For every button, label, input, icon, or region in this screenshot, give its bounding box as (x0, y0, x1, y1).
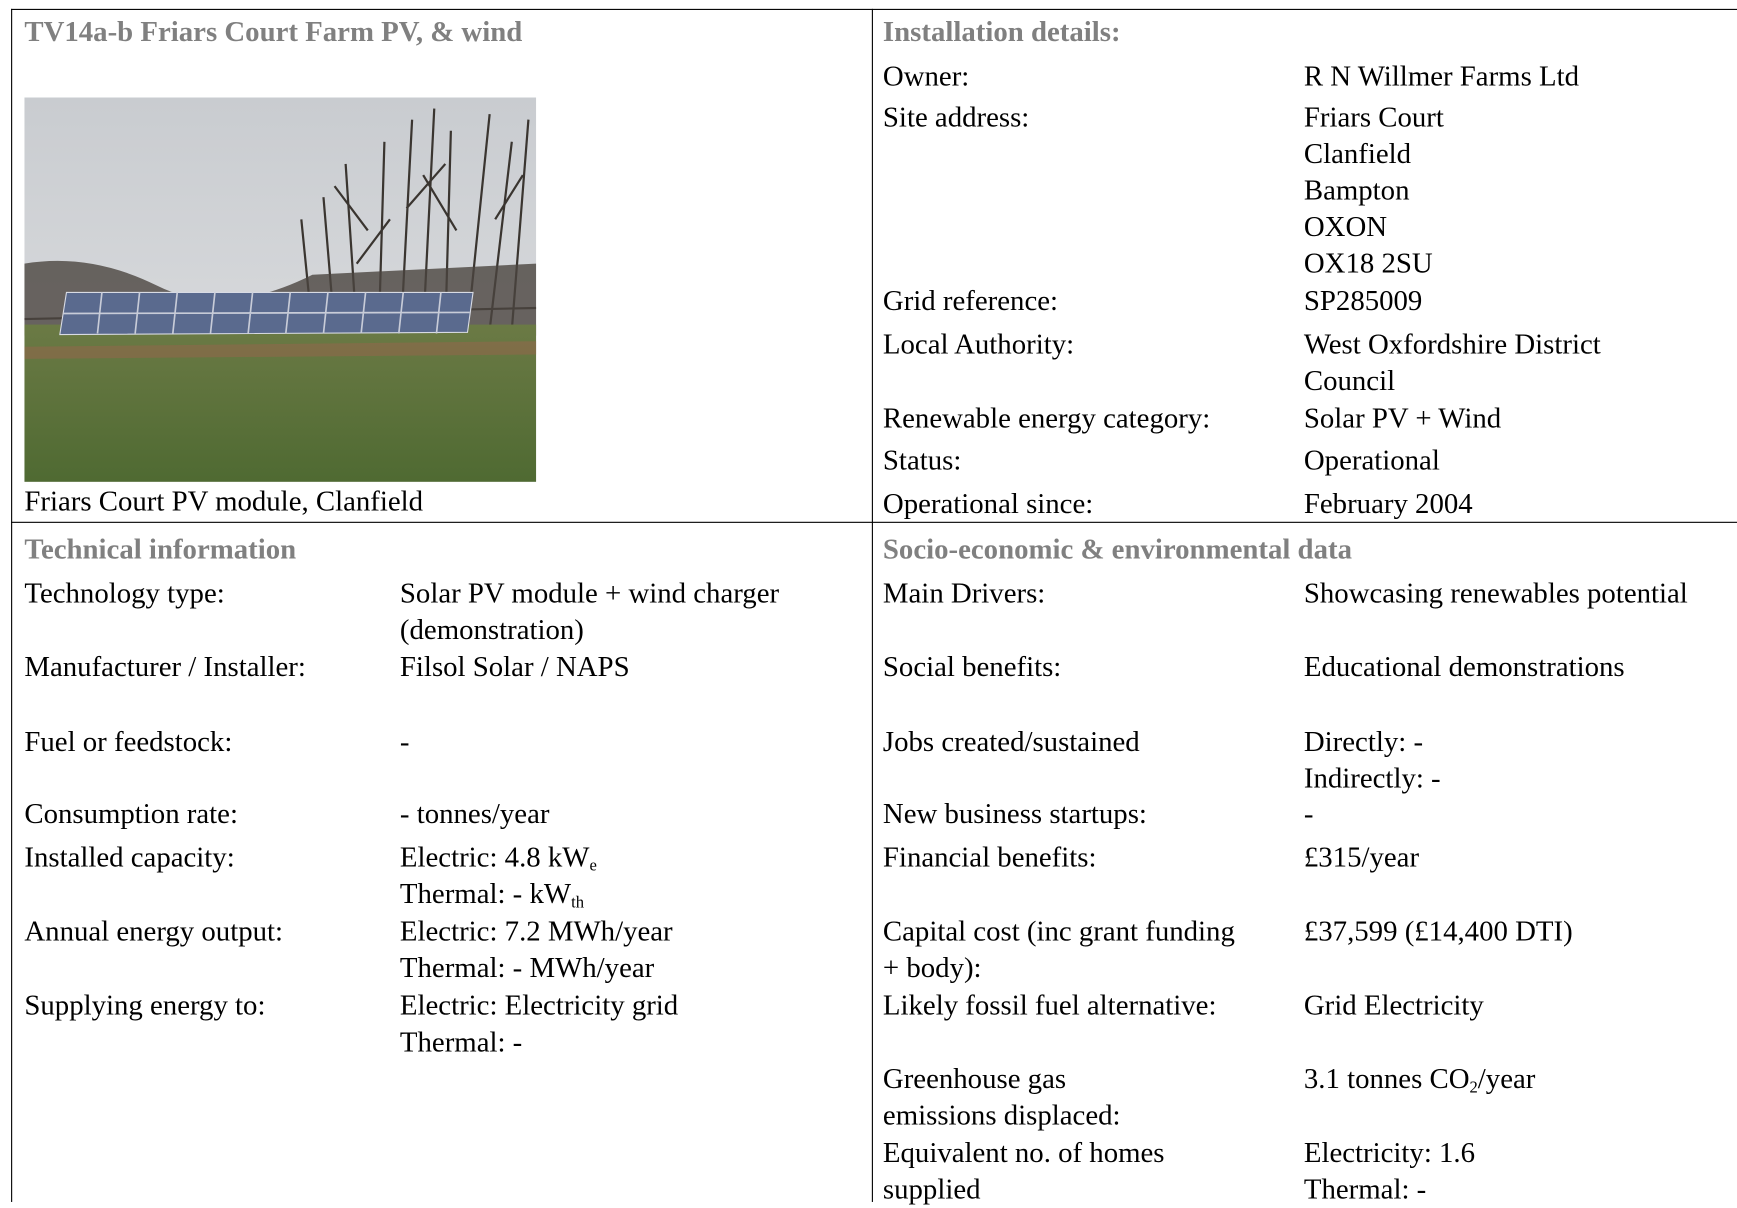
field-label: Owner: (882, 59, 970, 92)
field-value: Thermal: - (1303, 1173, 1427, 1206)
field-label: + body): (882, 951, 982, 984)
field-value: Council (1303, 364, 1396, 397)
field-value: £315/year (1303, 840, 1420, 873)
field-value: £37,599 (£14,400 DTI) (1303, 915, 1573, 948)
field-label: Grid reference: (882, 284, 1059, 317)
field-label: Likely fossil fuel alternative: (882, 989, 1217, 1022)
photo-caption: Friars Court PV module, Clanfield (24, 485, 424, 518)
field-value: Indirectly: - (1303, 762, 1441, 795)
field-label: Jobs created/sustained (882, 725, 1140, 758)
border (11, 8, 13, 1202)
field-label: Greenhouse gas (882, 1062, 1067, 1095)
field-label: New business startups: (882, 797, 1147, 830)
field-label: Capital cost (inc grant funding (882, 915, 1235, 948)
field-label: Operational since: (882, 487, 1094, 520)
field-label: Site address: (882, 100, 1030, 133)
field-value: West Oxfordshire District (1303, 327, 1601, 361)
field-value: - (1303, 797, 1314, 830)
field-value: Electric: 4.8 kWe (400, 839, 597, 876)
field-label: Main Drivers: (882, 577, 1046, 610)
field-label: Technology type: (24, 577, 225, 610)
field-value-text: Thermal: - kW (399, 877, 572, 910)
field-label: supplied (882, 1173, 981, 1206)
field-value: - (399, 725, 410, 758)
border (11, 8, 1737, 10)
field-value: February 2004 (1303, 487, 1473, 520)
field-value: OXON (1303, 210, 1388, 243)
field-value-text: 3.1 tonnes CO (1303, 1062, 1470, 1095)
field-value: Bampton (1303, 173, 1410, 207)
title: TV14a-b Friars Court Farm PV, & wind (24, 15, 523, 48)
field-label: Local Authority: (882, 327, 1075, 361)
field-label: Status: (882, 444, 962, 477)
field-value: Electric: 7.2 MWh/year (399, 915, 673, 948)
field-value-text: Electric: 4.8 kW (399, 840, 590, 873)
field-value: Showcasing renewables potential (1303, 577, 1688, 610)
field-value: Thermal: - kWth (400, 875, 584, 912)
field-label: Installed capacity: (24, 840, 235, 873)
field-value: Electric: Electricity grid (399, 989, 679, 1022)
field-label: Annual energy output: (24, 915, 284, 948)
field-value: Solar PV module + wind charger (399, 577, 780, 610)
section-heading: Socio-economic & environmental data (882, 532, 1352, 565)
field-label: Financial benefits: (882, 840, 1097, 873)
field-value: Filsol Solar / NAPS (399, 650, 630, 683)
section-heading: Technical information (24, 532, 297, 565)
field-label: Fuel or feedstock: (24, 725, 233, 758)
border (871, 8, 873, 1202)
border (11, 521, 1737, 523)
field-value: Operational (1303, 444, 1440, 477)
field-label: Renewable energy category: (882, 402, 1211, 435)
field-value: Grid Electricity (1303, 989, 1484, 1022)
field-value: Thermal: - (399, 1025, 523, 1058)
field-value: Friars Court (1303, 100, 1444, 133)
field-value-subscript: 2 (1469, 1078, 1478, 1097)
field-value-text: /year (1477, 1062, 1536, 1095)
field-value: - tonnes/year (399, 797, 550, 830)
field-label: emissions displaced: (882, 1098, 1121, 1132)
field-value: OX18 2SU (1303, 247, 1433, 280)
field-value: Directly: - (1303, 725, 1424, 758)
field-value: Solar PV + Wind (1303, 402, 1502, 435)
field-value: Educational demonstrations (1303, 650, 1625, 683)
field-label: Equivalent no. of homes (882, 1136, 1165, 1169)
field-value-subscript: th (571, 893, 585, 912)
field-value: 3.1 tonnes CO2/year (1304, 1060, 1535, 1097)
field-label: Consumption rate: (24, 797, 238, 830)
field-label: Social benefits: (882, 650, 1062, 683)
field-value: SP285009 (1303, 284, 1423, 317)
field-value: R N Willmer Farms Ltd (1303, 59, 1580, 92)
field-value: Thermal: - MWh/year (399, 951, 655, 984)
field-value: Electricity: 1.6 (1303, 1136, 1476, 1169)
section-heading: Installation details: (882, 15, 1121, 48)
field-value-subscript: e (589, 857, 597, 876)
field-value: (demonstration) (399, 613, 584, 646)
photo (24, 97, 537, 482)
field-label: Supplying energy to: (24, 989, 266, 1022)
field-value: Clanfield (1303, 137, 1412, 170)
field-label: Manufacturer / Installer: (24, 650, 306, 683)
